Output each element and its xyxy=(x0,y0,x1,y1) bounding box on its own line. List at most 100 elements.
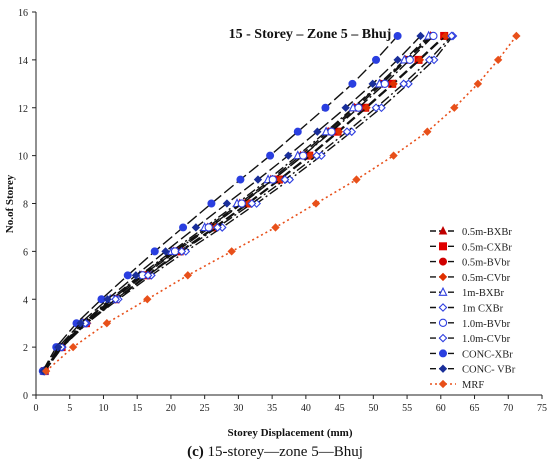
data-point xyxy=(150,247,159,256)
legend-item: 1m CXBr xyxy=(430,303,504,315)
series-11 xyxy=(41,31,521,376)
x-tick-label: 60 xyxy=(436,403,446,414)
data-point xyxy=(416,31,425,41)
legend-label: CONC-XBr xyxy=(462,349,513,360)
data-point xyxy=(299,151,308,160)
data-point xyxy=(311,199,321,208)
x-tick-label: 10 xyxy=(98,403,108,414)
data-point xyxy=(271,223,280,232)
series-line xyxy=(42,35,422,372)
data-point xyxy=(424,55,434,65)
data-point xyxy=(341,103,350,112)
x-tick-label: 20 xyxy=(166,403,176,414)
legend: 0.5m-BXBr 0.5m-CXBr 0.5m-BVbr 0.5m-CVbr 1m-B… xyxy=(430,226,516,391)
x-tick-label: 35 xyxy=(267,403,277,414)
x-tick-label: 55 xyxy=(402,403,412,414)
data-point xyxy=(222,199,232,208)
caption-text: 15-storey—zone 5—Bhuj xyxy=(207,444,363,460)
series-10 xyxy=(39,31,425,376)
figure-caption: (c) 15-storey—zone 5—Bhuj xyxy=(0,444,550,461)
legend-label: 0.5m-BXBr xyxy=(462,227,512,238)
data-point xyxy=(399,79,409,89)
data-point xyxy=(143,295,152,304)
data-point xyxy=(179,223,188,232)
x-tick-label: 75 xyxy=(537,403,547,414)
data-point xyxy=(348,79,357,88)
data-point xyxy=(393,55,402,65)
legend-swatch-marker xyxy=(438,226,448,235)
legend-swatch-marker xyxy=(438,349,447,358)
legend-item: CONC- VBr xyxy=(430,364,516,376)
legend-label: 1m-BXBr xyxy=(462,288,505,299)
x-tick-label: 50 xyxy=(368,403,378,414)
data-point xyxy=(123,271,132,280)
y-tick-label: 0 xyxy=(23,391,28,402)
legend-label: 0.5m-CVbr xyxy=(462,273,511,284)
legend-swatch-marker xyxy=(438,318,448,327)
plot-area: 0 5 10 15 20 25 30 35 40 45 50 55 60 65 70 75 0 2 4 6 8 10 12 1… xyxy=(18,8,547,414)
legend-item: 1.0m-BVbr xyxy=(430,318,511,330)
series-line xyxy=(42,35,399,372)
data-point xyxy=(227,247,236,256)
series-8 xyxy=(40,31,456,376)
data-point xyxy=(493,55,503,65)
x-tick-label: 30 xyxy=(233,403,243,414)
legend-label: MRF xyxy=(462,380,484,391)
legend-item: CONC-XBr xyxy=(430,349,513,360)
data-point xyxy=(441,31,450,41)
legend-label: 1m CXBr xyxy=(462,304,504,315)
data-point xyxy=(41,366,51,376)
data-point xyxy=(103,295,112,304)
data-point xyxy=(268,175,277,184)
data-point xyxy=(102,319,112,328)
data-point xyxy=(389,151,398,160)
caption-label: (c) xyxy=(187,444,204,460)
data-point xyxy=(312,151,322,161)
data-point xyxy=(207,199,216,208)
data-point xyxy=(253,175,263,184)
legend-item: 1.0m-CVbr xyxy=(430,333,511,345)
legend-swatch-marker xyxy=(438,333,448,343)
data-point xyxy=(236,175,245,184)
series-9 xyxy=(38,31,402,376)
legend-swatch-marker xyxy=(438,257,447,266)
legend-swatch-marker xyxy=(438,379,448,389)
data-point xyxy=(111,294,120,304)
x-tick-label: 70 xyxy=(503,403,513,414)
data-point xyxy=(161,247,170,256)
data-point xyxy=(368,79,377,88)
x-axis-label: Storey Displacement (mm) xyxy=(227,427,352,439)
x-tick-label: 40 xyxy=(301,403,311,414)
data-point xyxy=(447,31,456,41)
y-tick-label: 10 xyxy=(18,152,28,163)
legend-label: 0.5m-BVbr xyxy=(462,258,511,269)
data-point xyxy=(334,127,344,136)
data-point xyxy=(415,55,425,65)
x-tick-label: 45 xyxy=(335,403,345,414)
x-tick-label: 65 xyxy=(470,403,480,414)
legend-item: MRF xyxy=(430,379,484,391)
data-point xyxy=(389,79,398,88)
y-tick-label: 2 xyxy=(23,343,28,354)
legend-label: 1.0m-BVbr xyxy=(462,319,511,330)
data-point xyxy=(293,127,302,136)
data-point xyxy=(183,271,192,280)
legend-label: 1.0m-CVbr xyxy=(462,334,511,345)
legend-swatch-marker xyxy=(438,364,448,373)
data-point xyxy=(76,319,85,328)
x-tick-label: 15 xyxy=(132,403,142,414)
data-point xyxy=(247,199,257,208)
data-point xyxy=(321,103,330,112)
data-point xyxy=(429,31,438,41)
data-point xyxy=(284,151,293,160)
chart-title: 15 - Storey – Zone 5 – Bhuj xyxy=(229,27,392,42)
y-tick-label: 8 xyxy=(23,200,28,211)
data-point xyxy=(313,127,322,136)
data-point xyxy=(191,223,201,232)
legend-item: 0.5m-CXBr xyxy=(430,242,512,253)
legend-item: 0.5m-BVbr xyxy=(430,257,511,269)
legend-swatch-marker xyxy=(438,303,448,312)
data-point xyxy=(143,270,153,280)
y-tick-label: 12 xyxy=(18,104,28,115)
legend-label: 0.5m-CXBr xyxy=(462,242,512,253)
